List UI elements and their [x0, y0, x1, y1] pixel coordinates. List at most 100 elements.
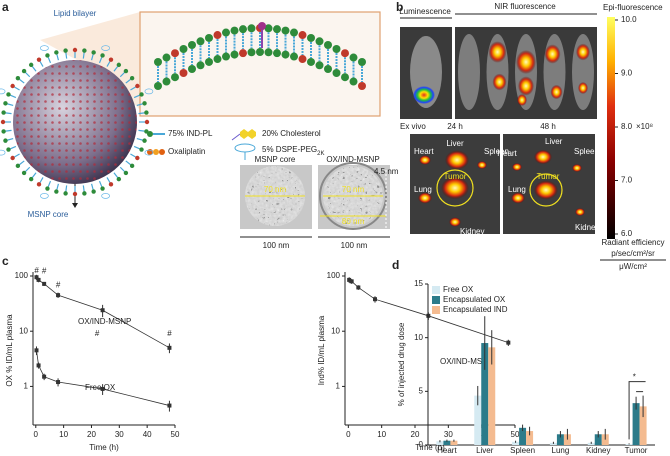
lipid-head — [222, 52, 230, 61]
tumor-ring — [436, 169, 474, 207]
label: Lipid bilayer — [54, 9, 97, 18]
colorbar-label: 9.0 — [621, 69, 633, 78]
colorbar-label: 7.0 — [621, 176, 633, 185]
lipid-tail — [130, 86, 136, 91]
nir-mice: 0 h 2.5 h 8 h 24 h 48 h — [458, 17, 594, 110]
organ — [512, 163, 522, 171]
lipid-head — [332, 68, 341, 77]
lipid-head — [154, 58, 162, 66]
lipid-head — [63, 48, 68, 53]
lipid-head — [324, 41, 332, 49]
lipid-tail — [65, 185, 68, 192]
bar — [450, 440, 458, 445]
tem-title: OX/IND-MSNP — [326, 155, 379, 164]
x-tick-label: Liver — [476, 446, 494, 455]
lipid-head — [100, 186, 105, 191]
bar — [443, 440, 451, 445]
organ — [449, 217, 461, 227]
lipid-head — [349, 53, 358, 62]
legend-swatch — [432, 306, 440, 314]
lipid-tail — [133, 145, 140, 150]
lipid-head — [144, 110, 149, 115]
bar — [594, 434, 602, 445]
lipid-head — [3, 138, 8, 143]
lipid-head — [222, 28, 230, 37]
legend-text: 5% DSPE-PEG — [262, 145, 317, 154]
organ — [575, 208, 585, 216]
panel-label: b — [396, 0, 403, 14]
annotation: * — [633, 373, 636, 382]
organ — [445, 150, 469, 170]
lipid-tail — [19, 78, 25, 84]
organ-label: Tumor — [537, 172, 560, 181]
signal — [544, 44, 561, 64]
y-tick-label: 10 — [414, 333, 423, 342]
scale-text: 100 nm — [341, 241, 368, 250]
x-tick-label: 30 — [444, 430, 453, 439]
y-tick-label: 10 — [19, 326, 28, 335]
cholesterol-icon — [231, 129, 256, 141]
x-tick-label: 0 — [34, 430, 39, 439]
legend-swatch — [432, 286, 440, 294]
panel-label: d — [392, 258, 399, 272]
lipid-tail — [5, 112, 12, 115]
label: MSNP core — [28, 210, 69, 219]
organ — [477, 161, 487, 169]
lipid-tail — [31, 66, 37, 72]
peg — [0, 88, 6, 95]
lipid-head — [247, 24, 256, 33]
colorbar-label: 8.0 — [621, 122, 633, 131]
measure-text: 70 nm — [342, 185, 365, 194]
lipid-head — [82, 48, 87, 53]
marker — [373, 297, 377, 302]
lipid-head — [82, 191, 87, 196]
lipid-tail — [98, 57, 103, 64]
lipid-head — [45, 53, 50, 58]
organ-label: Liver — [545, 137, 563, 146]
legend-text: Oxaliplatin — [168, 147, 205, 156]
y-tick-label: 5 — [419, 386, 424, 395]
bar — [512, 441, 520, 445]
series-label: OX/IND-MSNP — [78, 317, 131, 326]
marker — [56, 293, 61, 298]
measure-text: 80 nm — [342, 217, 365, 226]
x-tick-label: 10 — [377, 430, 386, 439]
lipid-head — [205, 57, 213, 66]
organ-label: Kidney — [575, 223, 599, 232]
tem-title: MSNP core — [255, 155, 296, 164]
marker — [36, 277, 41, 282]
lipid-head — [1, 110, 6, 115]
x-tick-label: 20 — [87, 430, 96, 439]
lipid-tail — [14, 86, 20, 91]
lipid-head — [196, 37, 205, 46]
lipid-head — [123, 170, 129, 176]
lipid-tail — [106, 61, 111, 67]
y-tick-label: 1 — [24, 382, 29, 391]
lipid-tail — [133, 94, 140, 99]
peg — [40, 45, 49, 51]
lipid-head — [6, 92, 11, 97]
lipid-tail — [7, 103, 14, 107]
signal — [516, 50, 536, 74]
peg-icon — [234, 143, 256, 160]
lipid-tail — [113, 66, 119, 72]
colorbar-exponent: ×10⁸ — [636, 122, 653, 131]
lipid-tail — [7, 137, 14, 141]
lipid-head — [281, 50, 290, 59]
y-tick-label: 100 — [15, 271, 29, 280]
legend-label: Encapsulated OX — [443, 295, 506, 304]
lipid-head — [45, 186, 50, 191]
lipid-head — [256, 48, 264, 56]
annotation: # — [56, 280, 61, 289]
label: Ex vivo — [400, 122, 426, 131]
y-axis-label: Ind% ID/mL plasma — [317, 315, 326, 385]
y-tick-label: 1 — [336, 382, 341, 391]
lipid-head — [264, 48, 273, 57]
lipid-head — [358, 58, 366, 66]
lipid-head — [10, 155, 15, 161]
lipid-tail — [56, 54, 60, 61]
panel-b: Luminescence NIR fluorescence 0 h 2.5 h 8 … — [399, 2, 666, 271]
peg — [144, 88, 154, 95]
icon — [147, 131, 153, 137]
